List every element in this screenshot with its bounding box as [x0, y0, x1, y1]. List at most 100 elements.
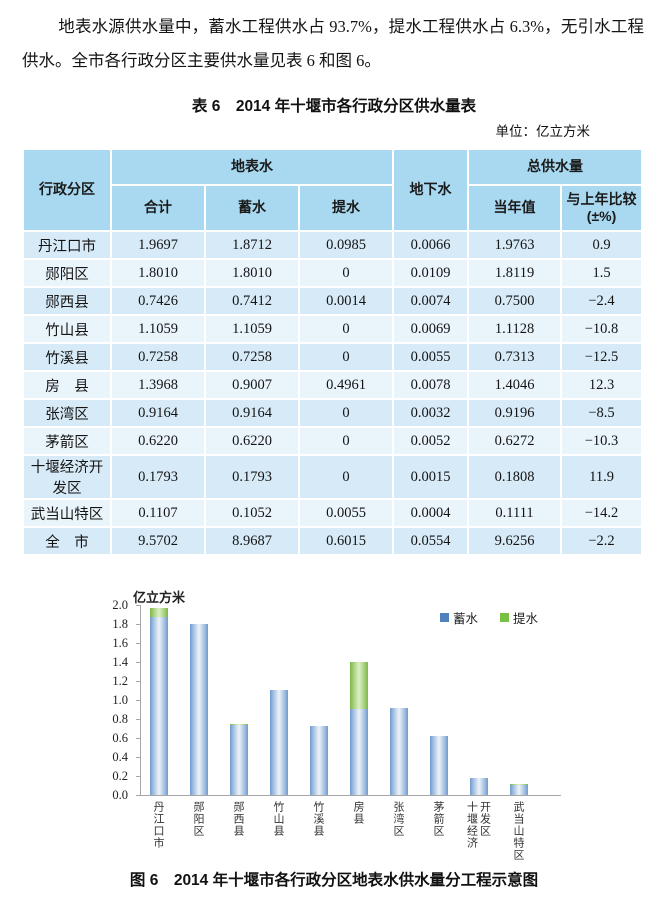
- value-cell: 0: [300, 344, 393, 370]
- table-row: 郧阳区 1.8010 1.8010 0 0.0109 1.8119 1.5: [24, 260, 642, 286]
- value-cell: 0.1052: [206, 500, 298, 526]
- value-cell: −10.8: [562, 316, 642, 342]
- bar-storage-segment: [509, 785, 528, 795]
- value-cell: 0.9164: [206, 400, 298, 426]
- table-title: 表 6 2014 年十堰市各行政分区供水量表: [191, 98, 477, 115]
- x-axis-label: 竹山县: [272, 801, 284, 837]
- x-axis-label: 竹溪县: [312, 801, 324, 837]
- region-cell: 十堰经济开发区: [24, 456, 110, 498]
- y-axis-tick-label: 0.6: [112, 731, 128, 745]
- value-cell: 9.6256: [469, 528, 561, 554]
- value-cell: 0.9164: [112, 400, 204, 426]
- table-row: 张湾区 0.9164 0.9164 0 0.0032 0.9196 −8.5: [24, 400, 642, 426]
- table-row: 竹山县 1.1059 1.1059 0 0.0069 1.1128 −10.8: [24, 316, 642, 342]
- chart-legend: 蓄水 提水: [440, 608, 538, 627]
- legend-swatch: [440, 613, 449, 622]
- table-row: 茅箭区 0.6220 0.6220 0 0.0052 0.6272 −10.3: [24, 428, 642, 454]
- y-axis-tick-mark: [136, 776, 140, 777]
- value-cell: 1.1128: [469, 316, 561, 342]
- value-cell: 0.1793: [206, 456, 298, 498]
- bar-storage-segment: [269, 689, 288, 795]
- bar-storage-segment: [309, 726, 328, 795]
- x-axis-label: 十堰经济开发区: [465, 801, 491, 849]
- header-vs-last-year-line1: 与上年比较: [566, 190, 637, 207]
- value-cell: −10.3: [562, 428, 642, 454]
- value-cell: 0.0014: [300, 288, 393, 314]
- bar-group: [309, 726, 328, 795]
- value-cell: 9.5702: [112, 528, 204, 554]
- header-pumping: 提水: [300, 186, 393, 230]
- y-axis-tick-label: 1.6: [112, 636, 128, 650]
- value-cell: 0.7258: [206, 344, 298, 370]
- value-cell: 1.5: [562, 260, 642, 286]
- value-cell: 0: [300, 260, 393, 286]
- y-axis-tick-mark: [136, 624, 140, 625]
- value-cell: 0.9: [562, 232, 642, 258]
- y-axis-tick-mark: [136, 757, 140, 758]
- x-axis-label: 房县: [352, 801, 364, 825]
- value-cell: 0.0032: [394, 400, 468, 426]
- value-cell: 0.4961: [300, 372, 393, 398]
- value-cell: 1.4046: [469, 372, 561, 398]
- value-cell: 0.0985: [300, 232, 393, 258]
- bar-storage-segment: [189, 623, 208, 795]
- value-cell: 0: [300, 456, 393, 498]
- value-cell: 0.0554: [394, 528, 468, 554]
- bar-group: [429, 735, 448, 795]
- y-axis-tick-mark: [136, 719, 140, 720]
- bar-storage-segment: [349, 709, 368, 795]
- bar-group: [229, 723, 248, 795]
- header-total-supply-group: 总供水量: [469, 150, 642, 184]
- region-cell: 竹山县: [24, 316, 110, 342]
- value-cell: 0: [300, 428, 393, 454]
- value-cell: 0: [300, 316, 393, 342]
- value-cell: 8.9687: [206, 528, 298, 554]
- value-cell: −2.2: [562, 528, 642, 554]
- x-axis-label: 丹江口市: [152, 801, 164, 849]
- y-axis-tick-label: 1.2: [112, 674, 128, 688]
- header-vs-last-year-line2: (±%): [586, 208, 617, 224]
- value-cell: 0.1111: [469, 500, 561, 526]
- value-cell: 0.9007: [206, 372, 298, 398]
- bar-storage-segment: [469, 777, 488, 795]
- value-cell: −14.2: [562, 500, 642, 526]
- value-cell: −12.5: [562, 344, 642, 370]
- y-axis-tick-mark: [136, 738, 140, 739]
- value-cell: 1.8712: [206, 232, 298, 258]
- region-cell: 张湾区: [24, 400, 110, 426]
- region-cell: 茅箭区: [24, 428, 110, 454]
- table-row: 丹江口市 1.9697 1.8712 0.0985 0.0066 1.9763 0.9: [24, 232, 642, 258]
- header-region: 行政分区: [24, 150, 110, 230]
- value-cell: 0.6272: [469, 428, 561, 454]
- y-axis-tick-label: 2.0: [112, 598, 128, 612]
- header-groundwater: 地下水: [394, 150, 468, 230]
- header-surface-water-group: 地表水: [112, 150, 393, 184]
- value-cell: 0.0015: [394, 456, 468, 498]
- table-row: 十堰经济开发区 0.1793 0.1793 0 0.0015 0.1808 11.9: [24, 456, 642, 498]
- table-row: 竹溪县 0.7258 0.7258 0 0.0055 0.7313 −12.5: [24, 344, 642, 370]
- bar-group: [349, 662, 368, 795]
- y-axis-tick-label: 1.0: [112, 693, 128, 707]
- x-axis-label: 茅箭区: [432, 801, 444, 837]
- y-axis-tick-label: 0.0: [112, 788, 128, 802]
- supply-table: 行政分区 地表水 地下水 总供水量 合计 蓄水 提水 当年值 与上年比较 (±%…: [22, 148, 643, 556]
- value-cell: 0.7258: [112, 344, 204, 370]
- header-total: 合计: [112, 186, 204, 230]
- y-axis-tick-label: 1.8: [112, 617, 128, 631]
- value-cell: −8.5: [562, 400, 642, 426]
- header-storage: 蓄水: [206, 186, 298, 230]
- value-cell: 0.9196: [469, 400, 561, 426]
- value-cell: 1.1059: [206, 316, 298, 342]
- y-axis-tick-mark: [136, 700, 140, 701]
- y-axis-tick-mark: [136, 681, 140, 682]
- value-cell: 1.8010: [206, 260, 298, 286]
- bar-storage-segment: [149, 617, 168, 795]
- value-cell: 1.8010: [112, 260, 204, 286]
- y-axis-tick-label: 0.4: [112, 750, 128, 764]
- value-cell: 0.1808: [469, 456, 561, 498]
- figure-caption: 图 6 2014 年十堰市各行政分区地表水供水量分工程示意图: [129, 872, 539, 889]
- region-cell: 郧西县: [24, 288, 110, 314]
- bar-group: [149, 607, 168, 795]
- value-cell: 0.1107: [112, 500, 204, 526]
- bar-pumping-segment: [229, 723, 248, 725]
